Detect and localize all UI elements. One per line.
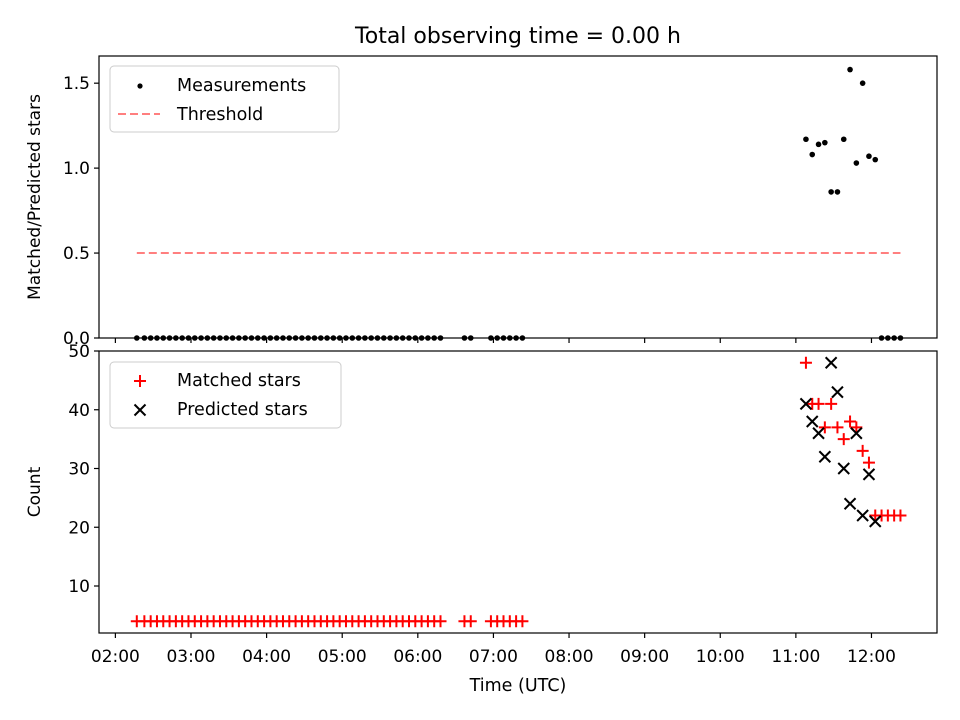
predicted-star-point xyxy=(856,509,869,522)
bottom-legend-box xyxy=(109,361,342,429)
y-tick-label: 30 xyxy=(68,460,90,480)
legend-threshold-label: Threshold xyxy=(176,105,263,125)
bottom-legend: Matched stars Predicted stars xyxy=(109,361,342,429)
bottom-panel: 10 20 30 40 50 02:00 03:00 04:00 05:00 06:00 07:0… xyxy=(25,342,938,667)
legend-predicted-label: Predicted stars xyxy=(177,400,308,420)
legend-measurements-marker xyxy=(137,83,143,89)
y-tick-label: 50 xyxy=(68,342,90,362)
y-tick-label: 1.0 xyxy=(63,159,90,179)
x-tick-label: 06:00 xyxy=(393,647,442,667)
predicted-star-point xyxy=(850,427,863,440)
chart-title: Total observing time = 0.00 h xyxy=(354,24,681,49)
y-tick-label: 1.5 xyxy=(63,74,90,94)
predicted-star-point xyxy=(862,468,876,481)
x-tick-label: 12:00 xyxy=(847,647,896,667)
x-tick-label: 11:00 xyxy=(771,647,820,667)
matched-star-point xyxy=(799,356,812,369)
x-tick-label: 02:00 xyxy=(91,647,140,667)
matched-star-point xyxy=(850,421,863,434)
predicted-star-point xyxy=(812,427,825,440)
top-frame xyxy=(98,55,938,339)
matched-star-point xyxy=(818,421,831,434)
matched-star-point xyxy=(464,615,477,628)
matched-star-point xyxy=(831,421,844,434)
bottom-marks xyxy=(130,356,907,628)
y-tick-label: 0.0 xyxy=(63,329,90,349)
predicted-star-point xyxy=(824,356,838,369)
x-tick-label: 10:00 xyxy=(696,647,745,667)
predicted-star-point xyxy=(843,497,857,510)
measurement-point xyxy=(847,66,853,73)
matched-star-point xyxy=(844,415,857,428)
matched-star-point xyxy=(862,456,875,469)
measurement-point xyxy=(803,136,809,143)
measurement-point xyxy=(872,156,879,163)
y-tick-label: 10 xyxy=(68,577,90,597)
matched-star-point xyxy=(825,397,838,410)
predicted-star-point xyxy=(799,397,813,411)
predicted-star-point xyxy=(831,385,844,399)
measurement-point xyxy=(815,141,822,148)
matched-star-point xyxy=(837,433,850,446)
y-tick-label: 40 xyxy=(68,401,90,421)
matched-star-point xyxy=(516,615,529,628)
measurement-point xyxy=(840,136,847,143)
predicted-star-point xyxy=(869,515,882,528)
bottom-frame xyxy=(98,350,938,634)
top-legend-box xyxy=(109,65,340,133)
predicted-star-point xyxy=(806,415,819,428)
matched-star-point xyxy=(812,397,825,410)
y-tick-label: 20 xyxy=(68,518,90,538)
top-y-ticks: 0.0 0.5 1.0 1.5 xyxy=(63,74,99,349)
x-tick-label: 03:00 xyxy=(166,647,215,667)
measurement-point xyxy=(834,189,841,195)
bottom-y-ticks: 10 20 30 40 50 xyxy=(68,342,99,597)
predicted-star-point xyxy=(837,462,850,475)
x-tick-label: 09:00 xyxy=(620,647,669,667)
x-tick-label: 05:00 xyxy=(318,647,367,667)
legend-measurements-label: Measurements xyxy=(177,76,306,96)
x-tick-label: 08:00 xyxy=(545,647,594,667)
measurement-point xyxy=(828,189,834,195)
predicted-star-point xyxy=(818,450,832,463)
measurement-point xyxy=(809,151,816,158)
measurement-point xyxy=(853,160,860,166)
bottom-ylabel: Count xyxy=(25,466,45,517)
top-ylabel: Matched/Predicted stars xyxy=(25,94,45,300)
x-tick-label: 04:00 xyxy=(242,647,291,667)
y-tick-label: 0.5 xyxy=(63,244,90,264)
x-tick-label: 07:00 xyxy=(469,647,518,667)
top-panel: 0.0 0.5 1.0 1.5 Matched/Predicted stars Mea… xyxy=(25,55,938,349)
top-legend: Measurements Threshold xyxy=(109,65,340,133)
matched-star-point xyxy=(856,444,869,457)
matched-star-point xyxy=(434,615,447,628)
measurement-point xyxy=(822,139,828,146)
x-axis-label: Time (UTC) xyxy=(469,676,567,696)
measurement-point xyxy=(859,80,866,86)
legend-predicted-marker xyxy=(133,403,147,417)
legend-matched-label: Matched stars xyxy=(177,371,301,391)
measurement-point xyxy=(866,153,872,160)
bottom-x-ticks: 02:00 03:00 04:00 05:00 06:00 07:00 08:00 09:00… xyxy=(91,633,896,667)
legend-matched-marker xyxy=(134,375,146,387)
matched-star-point xyxy=(894,509,907,522)
